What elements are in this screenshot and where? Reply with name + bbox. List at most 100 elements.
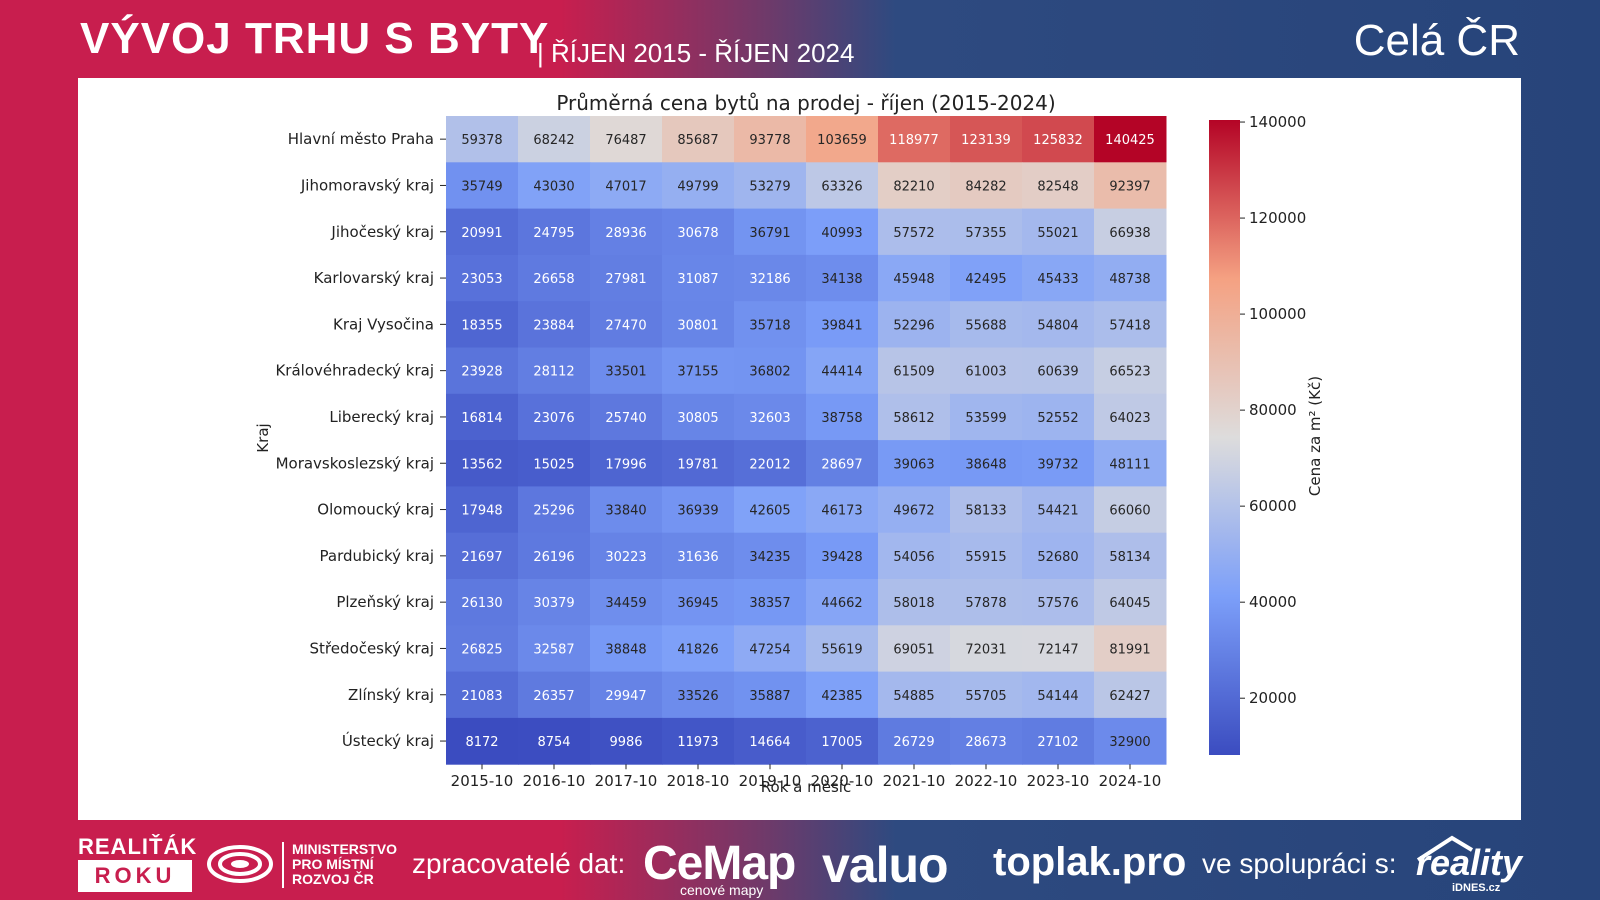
- cell-value-label: 30223: [605, 550, 646, 565]
- cell-value-label: 35718: [749, 318, 790, 333]
- heatmap-cell: [950, 671, 1023, 719]
- heatmap-cell: [878, 254, 951, 302]
- cell-value-label: 33840: [605, 504, 646, 519]
- cell-value-label: 22012: [749, 457, 790, 472]
- valuo-logo: valuo: [822, 837, 949, 893]
- heatmap-cell: [806, 717, 879, 765]
- chart-title: Průměrná cena bytů na prodej - říjen (20…: [556, 91, 1055, 115]
- y-tick-label: Středočeský kraj: [310, 639, 434, 657]
- heatmap-cell: [1022, 301, 1095, 348]
- colorbar-tick-label: 80000: [1249, 401, 1297, 419]
- toplak-logo: toplak.pro: [993, 840, 1187, 884]
- cell-value-label: 57572: [893, 226, 934, 241]
- heatmap-cell: [950, 486, 1023, 534]
- heatmap-cell: [1094, 393, 1167, 441]
- footer: REALIŤÁK ROKU MINISTERSTVO PRO MÍSTNÍ RO…: [0, 828, 1600, 900]
- cell-value-label: 60639: [1037, 365, 1078, 380]
- heatmap-cell: [950, 532, 1023, 580]
- cell-value-label: 26658: [533, 272, 574, 287]
- y-tick-label: Liberecký kraj: [329, 408, 434, 426]
- heatmap-cell: [518, 671, 591, 719]
- cell-value-label: 34138: [821, 272, 862, 287]
- cell-value-label: 53599: [965, 411, 1006, 426]
- heatmap-cell: [806, 671, 879, 719]
- cell-value-label: 36939: [677, 504, 718, 519]
- cell-value-label: 48738: [1109, 272, 1150, 287]
- heatmap-cell: [590, 301, 663, 348]
- heatmap-cell: [590, 162, 663, 210]
- cell-value-label: 39841: [821, 318, 862, 333]
- heatmap-cell: [1094, 440, 1167, 487]
- y-tick-label: Karlovarský kraj: [314, 269, 434, 287]
- heatmap-cell: [878, 671, 951, 719]
- heatmap-cell: [1094, 717, 1167, 765]
- cell-value-label: 20991: [461, 226, 502, 241]
- cell-value-label: 35749: [461, 179, 502, 194]
- heatmap-cell: [734, 717, 807, 765]
- colorbar: [1209, 120, 1240, 755]
- cell-value-label: 37155: [677, 365, 718, 380]
- heatmap-cell: [734, 208, 807, 256]
- x-tick-label: 2024-10: [1099, 772, 1162, 790]
- cell-value-label: 57576: [1037, 596, 1078, 611]
- ministry-divider: [282, 842, 284, 888]
- cell-value-label: 55688: [965, 318, 1006, 333]
- reality-logo: reality: [1416, 842, 1523, 883]
- cell-value-label: 25296: [533, 504, 574, 519]
- cell-value-label: 54144: [1037, 689, 1078, 704]
- cell-value-label: 30801: [677, 318, 718, 333]
- heatmap-cell: [950, 625, 1023, 673]
- heatmap-cell: [446, 162, 519, 210]
- heatmap-cell: [446, 116, 519, 163]
- cell-value-label: 58133: [965, 504, 1006, 519]
- heatmap-cell: [446, 625, 519, 673]
- cell-value-label: 76487: [605, 133, 646, 148]
- cemap-tagline: cenové mapy: [680, 882, 764, 898]
- page-title: VÝVOJ TRHU S BYTY: [80, 14, 550, 63]
- cell-value-label: 93778: [749, 133, 790, 148]
- heatmap-cell: [1022, 393, 1095, 441]
- cell-value-label: 26196: [533, 550, 574, 565]
- heatmap-cell: [518, 486, 591, 534]
- heatmap-cell: [662, 671, 735, 719]
- heatmap-cell: [662, 208, 735, 256]
- heatmap-cell: [662, 254, 735, 302]
- cell-value-label: 49799: [677, 179, 718, 194]
- cell-value-label: 23076: [533, 411, 574, 426]
- cell-value-label: 118977: [889, 133, 939, 148]
- heatmap-cell: [878, 579, 951, 626]
- cell-value-label: 44662: [821, 596, 862, 611]
- heatmap-cell: [518, 393, 591, 441]
- cell-value-label: 45948: [893, 272, 934, 287]
- cell-value-label: 26130: [461, 596, 502, 611]
- cell-value-label: 57418: [1109, 318, 1150, 333]
- cell-value-label: 8754: [537, 735, 570, 750]
- heatmap-cell: [950, 393, 1023, 441]
- heatmap-cell: [1022, 579, 1095, 626]
- heatmap-cell: [518, 116, 591, 163]
- cell-value-label: 28112: [533, 365, 574, 380]
- cell-value-label: 19781: [677, 457, 718, 472]
- y-tick-label: Pardubický kraj: [320, 547, 434, 565]
- heatmap-cell: [1094, 347, 1167, 395]
- heatmap-cell: [734, 440, 807, 487]
- cell-value-label: 72031: [965, 642, 1006, 657]
- heatmap-cell: [1094, 162, 1167, 210]
- heatmap-cell: [950, 579, 1023, 626]
- heatmap-cell: [734, 347, 807, 395]
- y-tick-label: Ústecký kraj: [342, 731, 434, 750]
- y-tick-label: Olomoucký kraj: [317, 501, 434, 519]
- y-tick-label: Plzeňský kraj: [336, 593, 434, 611]
- heatmap-cell: [1022, 208, 1095, 256]
- cell-value-label: 54421: [1037, 504, 1078, 519]
- heatmap-cell: [662, 440, 735, 487]
- cell-value-label: 123139: [961, 133, 1011, 148]
- cell-value-label: 55619: [821, 642, 862, 657]
- cell-value-label: 27102: [1037, 735, 1078, 750]
- cell-value-label: 61003: [965, 365, 1006, 380]
- cell-value-label: 72147: [1037, 642, 1078, 657]
- heatmap-cell: [518, 162, 591, 210]
- heatmap-cell: [662, 532, 735, 580]
- heatmap-cell: [878, 208, 951, 256]
- heatmap-cell: [662, 301, 735, 348]
